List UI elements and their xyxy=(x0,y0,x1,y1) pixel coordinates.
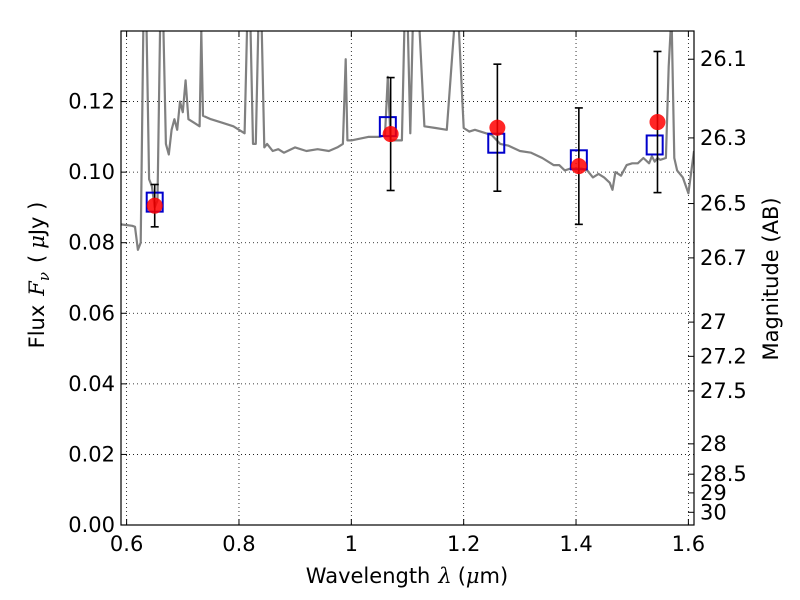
x-tick-label: 1.2 xyxy=(447,532,480,556)
x-tick-label: 0.8 xyxy=(222,532,255,556)
plot-frame xyxy=(120,30,695,526)
y-axis-title-unit-rest: Jy ) xyxy=(25,202,49,238)
axis-ticks: 0.6 0.8 1 1.2 1.4 1.6 0.00 0.02 0.04 0.06 0.08 0.10… xyxy=(68,31,747,556)
model-photometry-point xyxy=(645,134,664,156)
x-axis-title-unit-rest: m) xyxy=(480,564,509,588)
y2-tick-label: 27.2 xyxy=(700,344,747,368)
y-tick-label: 0.02 xyxy=(68,442,115,466)
y2-tick-label: 30 xyxy=(700,500,727,524)
y2-tick-label: 28 xyxy=(700,432,727,456)
y-axis-title-symbol-sub: ν xyxy=(35,272,53,281)
y-tick-label: 0.06 xyxy=(68,301,115,325)
observed-photometry-series xyxy=(146,50,666,228)
x-axis-title: Wavelength λ (μm) xyxy=(306,564,508,588)
y-tick-label: 0.12 xyxy=(68,90,115,114)
y2-tick-label: 26.3 xyxy=(700,126,747,150)
x-axis-title-text: Wavelength xyxy=(306,564,431,588)
y-axis-title-text: Flux xyxy=(25,305,49,349)
y-axis-title-symbol: F xyxy=(25,280,49,297)
y-tick-label: 0.10 xyxy=(68,160,115,184)
observed-photometry-point xyxy=(146,197,163,214)
y2-tick-label: 26.5 xyxy=(700,192,747,216)
y-tick-label: 0.04 xyxy=(68,372,115,396)
y2-tick-label: 27.5 xyxy=(700,379,747,403)
y-axis-title-unit-symbol: μ xyxy=(25,235,49,249)
y-tick-label: 0.08 xyxy=(68,231,115,255)
y2-tick-label: 29 xyxy=(700,481,727,505)
y-tick-label: 0.00 xyxy=(68,513,115,537)
x-tick-label: 1.4 xyxy=(559,532,592,556)
observed-photometry-point xyxy=(382,126,399,143)
observed-photometry-point xyxy=(489,119,506,136)
x-tick-label: 1.6 xyxy=(672,532,705,556)
y2-tick-label: 28.5 xyxy=(700,462,747,486)
y2-tick-label: 27 xyxy=(700,310,727,334)
y2-tick-label: 26.7 xyxy=(700,246,747,270)
x-axis-title-unit-symbol: μ xyxy=(466,564,480,588)
y-axis-title-unit-open: ( xyxy=(25,255,49,263)
y2-axis-title: Magnitude (AB) xyxy=(759,197,783,360)
x-tick-label: 0.6 xyxy=(110,532,143,556)
x-axis-title-symbol: λ xyxy=(437,564,451,588)
x-axis-title-unit-open: ( xyxy=(458,564,466,588)
observed-photometry-point xyxy=(570,158,587,175)
x-tick-label: 1 xyxy=(345,532,358,556)
y2-tick-label: 26.1 xyxy=(700,47,747,71)
observed-photometry-point xyxy=(649,114,666,131)
y-axis-title: Flux Fν ( μJy ) xyxy=(25,202,53,349)
